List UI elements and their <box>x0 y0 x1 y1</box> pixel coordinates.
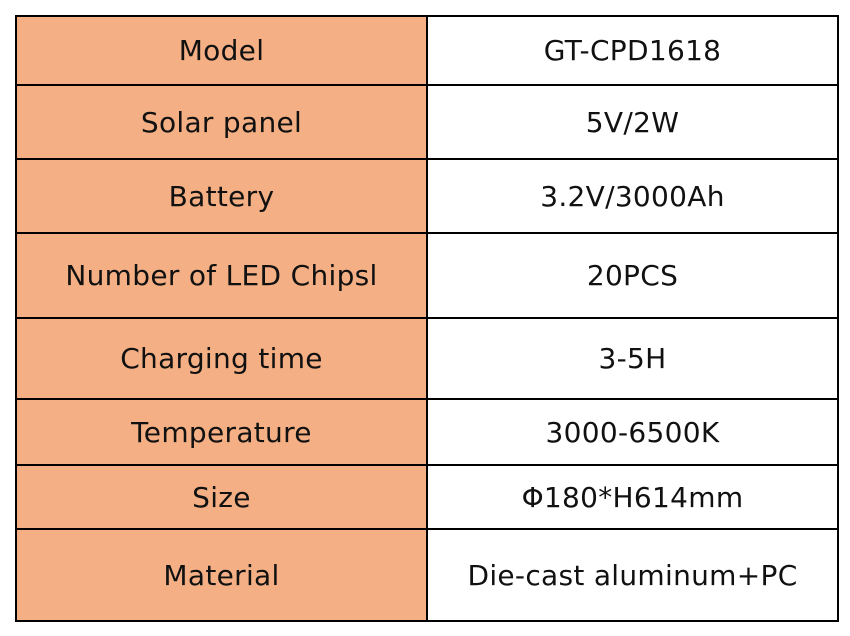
spec-value-cell: 3000-6500K <box>426 398 839 466</box>
spec-value-cell: 20PCS <box>426 232 839 319</box>
spec-value-cell: Die-cast aluminum+PC <box>426 528 839 622</box>
table-row: Charging time 3-5H <box>15 317 839 400</box>
table-row: Solar panel 5V/2W <box>15 84 839 160</box>
table-row: Size Φ180*H614mm <box>15 464 839 530</box>
table-row: Battery 3.2V/3000Ah <box>15 158 839 234</box>
spec-value-cell: 5V/2W <box>426 84 839 160</box>
table-row: Model GT-CPD1618 <box>15 15 839 86</box>
spec-value-cell: Φ180*H614mm <box>426 464 839 530</box>
spec-label-cell: Model <box>15 15 428 86</box>
spec-label-cell: Material <box>15 528 428 622</box>
spec-label-cell: Size <box>15 464 428 530</box>
spec-label-cell: Temperature <box>15 398 428 466</box>
table-row: Temperature 3000-6500K <box>15 398 839 466</box>
spec-label-cell: Solar panel <box>15 84 428 160</box>
spec-value-cell: 3-5H <box>426 317 839 400</box>
spec-value-cell: 3.2V/3000Ah <box>426 158 839 234</box>
spec-label-cell: Battery <box>15 158 428 234</box>
spec-label-cell: Number of LED Chipsl <box>15 232 428 319</box>
table-row: Number of LED Chipsl 20PCS <box>15 232 839 319</box>
table-row: Material Die-cast aluminum+PC <box>15 528 839 622</box>
spec-table: Model GT-CPD1618 Solar panel 5V/2W Batte… <box>15 15 839 622</box>
spec-label-cell: Charging time <box>15 317 428 400</box>
spec-value-cell: GT-CPD1618 <box>426 15 839 86</box>
